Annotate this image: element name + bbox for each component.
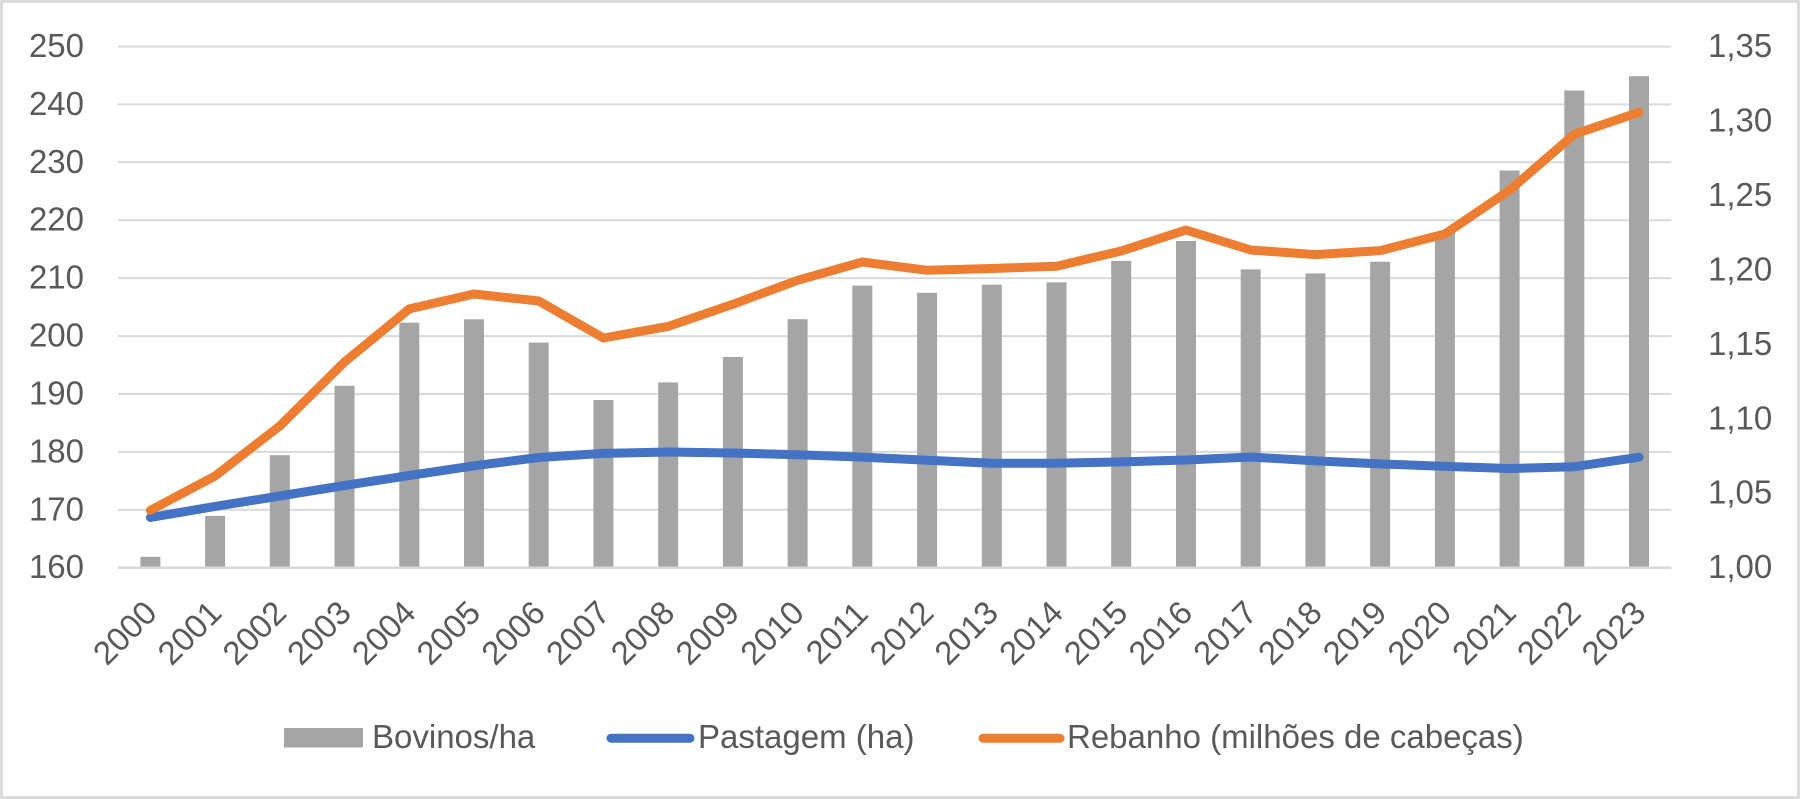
svg-text:220: 220 xyxy=(29,201,84,238)
svg-text:Rebanho (milhões de cabeças): Rebanho (milhões de cabeças) xyxy=(1067,718,1524,755)
svg-text:250: 250 xyxy=(29,27,84,64)
svg-text:1,15: 1,15 xyxy=(1708,325,1772,362)
svg-text:Pastagem (ha): Pastagem (ha) xyxy=(698,718,914,755)
svg-text:1,25: 1,25 xyxy=(1708,176,1772,213)
svg-text:Bovinos/ha: Bovinos/ha xyxy=(372,718,536,755)
svg-text:160: 160 xyxy=(29,548,84,585)
svg-text:1,05: 1,05 xyxy=(1708,474,1772,511)
svg-text:200: 200 xyxy=(29,317,84,354)
svg-text:230: 230 xyxy=(29,143,84,180)
svg-text:1,30: 1,30 xyxy=(1708,102,1772,139)
svg-text:210: 210 xyxy=(29,259,84,296)
svg-text:170: 170 xyxy=(29,490,84,527)
svg-text:1,10: 1,10 xyxy=(1708,399,1772,436)
svg-text:190: 190 xyxy=(29,375,84,412)
svg-text:1,00: 1,00 xyxy=(1708,548,1772,585)
svg-text:180: 180 xyxy=(29,432,84,469)
svg-text:1,35: 1,35 xyxy=(1708,27,1772,64)
svg-text:240: 240 xyxy=(29,85,84,122)
svg-text:1,20: 1,20 xyxy=(1708,250,1772,287)
